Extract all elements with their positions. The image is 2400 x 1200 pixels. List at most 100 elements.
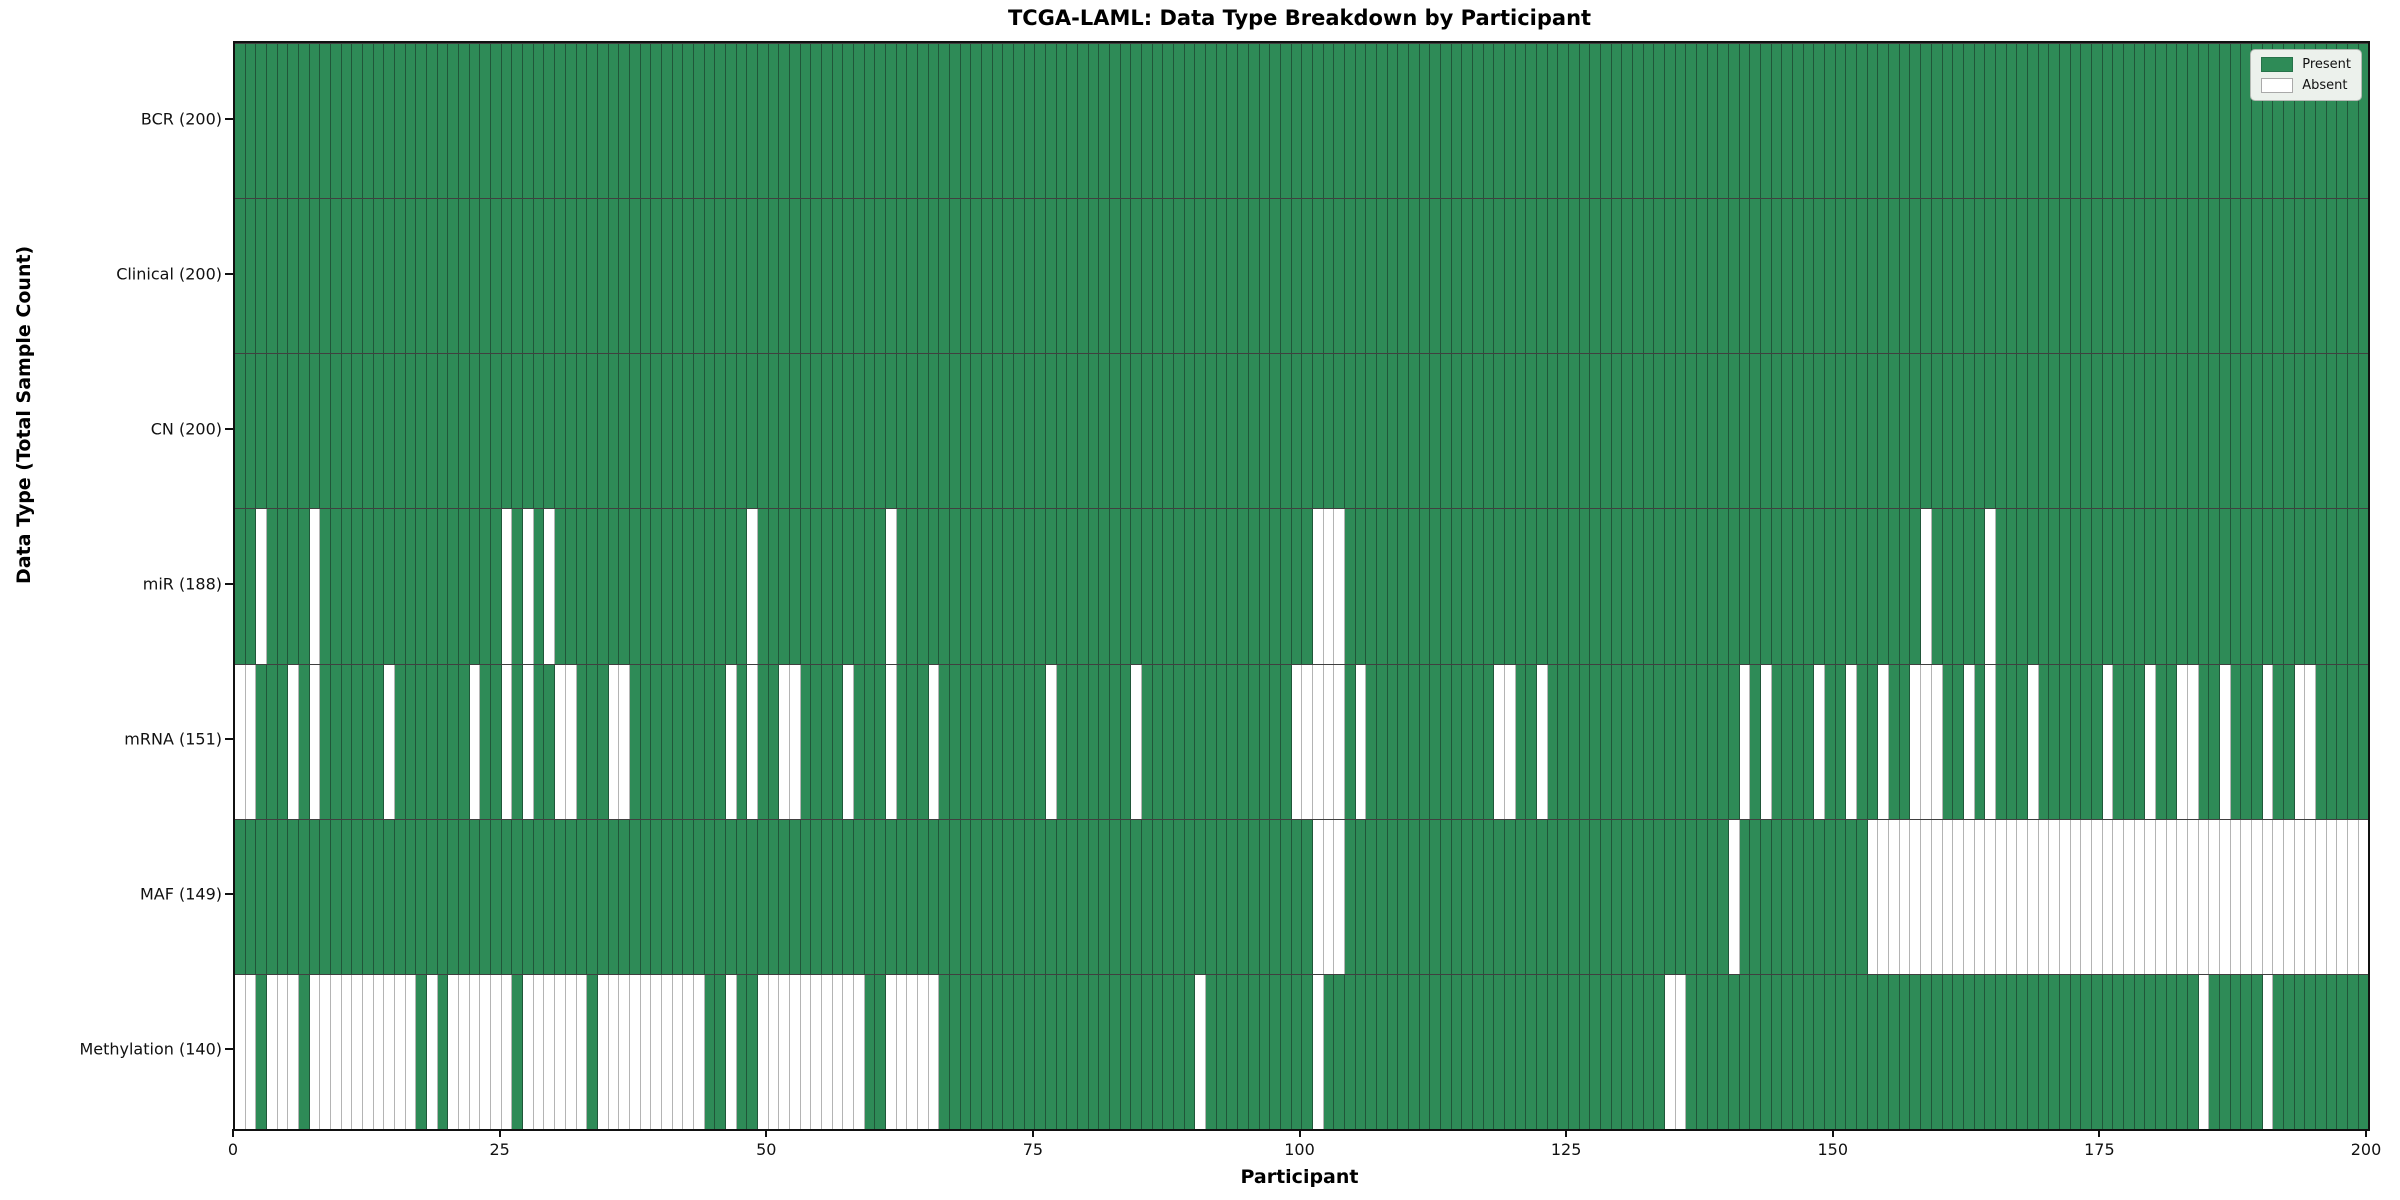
heatmap-cell: [363, 974, 374, 1129]
heatmap-cell: [2134, 664, 2146, 819]
heatmap-cell: [1184, 819, 1196, 974]
heatmap-cell: [1046, 199, 1057, 354]
heatmap-cell: [1825, 354, 1836, 509]
heatmap-cell: [1643, 509, 1655, 664]
heatmap-cell: [1793, 199, 1804, 354]
heatmap-cell: [1131, 199, 1143, 354]
heatmap-cell: [1963, 509, 1975, 664]
heatmap-cell: [2251, 664, 2263, 819]
heatmap-cell: [331, 819, 342, 974]
heatmap-cell: [1398, 664, 1409, 819]
heatmap-cell: [2219, 819, 2231, 974]
heatmap-cell: [1931, 199, 1943, 354]
heatmap-cell: [2091, 819, 2103, 974]
heatmap-cell: [1707, 509, 1719, 664]
heatmap-cell: [1174, 509, 1185, 664]
heatmap-cell: [2059, 199, 2071, 354]
heatmap-cell: [1942, 974, 1954, 1129]
heatmap-cell: [1078, 509, 1089, 664]
heatmap-cell: [1344, 199, 1356, 354]
heatmap-cell: [939, 509, 951, 664]
heatmap-cell: [1195, 44, 1207, 199]
heatmap-cell: [395, 44, 406, 199]
heatmap-cell: [1942, 664, 1954, 819]
heatmap-cell: [918, 354, 929, 509]
x-tick-mark: [232, 1129, 234, 1137]
heatmap-cell: [2251, 974, 2263, 1129]
heatmap-cell: [747, 664, 758, 819]
heatmap-cell: [1910, 819, 1922, 974]
heatmap-cell: [629, 44, 641, 199]
heatmap-cell: [1707, 354, 1719, 509]
heatmap-cell: [704, 199, 716, 354]
heatmap-cell: [1238, 354, 1249, 509]
heatmap-cell: [1846, 819, 1858, 974]
heatmap-cell: [619, 354, 630, 509]
heatmap-cell: [2027, 664, 2039, 819]
heatmap-cell: [1899, 974, 1911, 1129]
heatmap-cell: [1046, 664, 1057, 819]
y-tick-mark: [225, 272, 233, 275]
heatmap-cell: [2134, 44, 2146, 199]
heatmap-cell: [2273, 199, 2284, 354]
heatmap-cell: [288, 664, 300, 819]
heatmap-cell: [1579, 354, 1591, 509]
heatmap-cell: [1494, 509, 1505, 664]
heatmap-cell: [1035, 354, 1047, 509]
heatmap-cell: [2219, 664, 2231, 819]
heatmap-cell: [1750, 509, 1762, 664]
heatmap-cell: [1878, 974, 1890, 1129]
heatmap-cell: [1697, 819, 1708, 974]
heatmap-cell: [544, 664, 556, 819]
heatmap-cell: [1014, 819, 1025, 974]
heatmap-cell: [1633, 354, 1644, 509]
heatmap-cell: [1814, 44, 1826, 199]
heatmap-cell: [309, 354, 321, 509]
heatmap-cell: [2177, 664, 2188, 819]
heatmap-cell: [597, 664, 609, 819]
heatmap-cell: [789, 199, 801, 354]
heatmap-cell: [672, 974, 684, 1129]
heatmap-cell: [299, 664, 310, 819]
heatmap-cell: [1376, 199, 1388, 354]
heatmap-cell: [1675, 44, 1687, 199]
heatmap-cell: [2348, 819, 2359, 974]
heatmap-cell: [1729, 509, 1740, 664]
heatmap-cell: [1761, 44, 1772, 199]
heatmap-cell: [2155, 664, 2167, 819]
heatmap-cell: [2006, 974, 2018, 1129]
heatmap-cell: [1601, 664, 1612, 819]
heatmap-cell: [811, 354, 822, 509]
heatmap-cell: [1216, 819, 1228, 974]
heatmap-cell: [1910, 974, 1922, 1129]
heatmap-cell: [896, 44, 908, 199]
heatmap-cell: [1163, 664, 1175, 819]
heatmap-cell: [1953, 199, 1964, 354]
heatmap-cell: [1515, 354, 1527, 509]
heatmap-cell: [2081, 509, 2092, 664]
heatmap-cell: [1248, 819, 1260, 974]
heatmap-cell: [2316, 199, 2327, 354]
heatmap-cell: [1472, 664, 1484, 819]
heatmap-cell: [1003, 354, 1015, 509]
heatmap-cell: [1024, 974, 1036, 1129]
heatmap-cell: [715, 354, 726, 509]
heatmap-cell: [405, 509, 417, 664]
heatmap-cell: [277, 974, 289, 1129]
heatmap-cell: [1408, 509, 1420, 664]
heatmap-cell: [2198, 44, 2210, 199]
heatmap-cell: [950, 354, 961, 509]
heatmap-cell: [2209, 354, 2220, 509]
heatmap-cell: [544, 199, 556, 354]
heatmap-cell: [1568, 44, 1580, 199]
y-tick-mark: [225, 1048, 233, 1051]
heatmap-cell: [2284, 509, 2295, 664]
heatmap-cell: [747, 199, 758, 354]
heatmap-cell: [1878, 354, 1890, 509]
heatmap-cell: [1974, 199, 1986, 354]
heatmap-cell: [384, 974, 396, 1129]
heatmap-cell: [1131, 664, 1143, 819]
heatmap-cell: [1825, 664, 1836, 819]
heatmap-cell: [939, 819, 951, 974]
heatmap-cell: [853, 664, 865, 819]
